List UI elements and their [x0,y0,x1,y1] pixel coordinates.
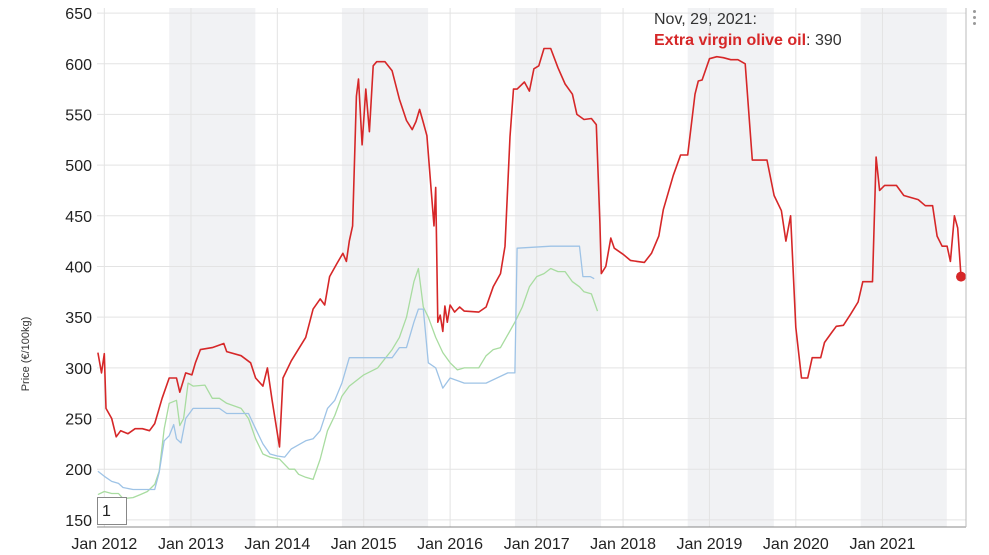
y-axis-label: Price (€/100kg) [20,317,32,392]
y-tick-label-150: 150 [65,513,92,530]
shaded-band-0 [169,8,256,527]
y-tick-label-550: 550 [65,107,92,124]
y-tick-label-400: 400 [65,259,92,276]
series-line-extra-virgin-olive-oil [97,47,962,448]
shaded-bands [169,8,947,527]
series-group [97,47,967,500]
y-tick-label-650: 650 [65,6,92,23]
y-tick-label-450: 450 [65,209,92,226]
tooltip-series-name: Extra virgin olive oil [654,32,806,49]
grid [97,8,966,527]
y-tick-label-200: 200 [65,462,92,479]
x-tick-label-0: Jan 2012 [71,536,137,553]
tooltip-value: : 390 [806,32,842,49]
x-tick-label-9: Jan 2021 [850,536,916,553]
x-tick-label-5: Jan 2017 [504,536,570,553]
page-counter[interactable]: 1 [97,497,127,525]
x-tick-label-6: Jan 2018 [590,536,656,553]
axes: 150 200 250 300 350 400 450 500 550 600 650 Jan 201… [65,6,967,553]
x-tick-label-8: Jan 2020 [763,536,829,553]
x-tick-label-4: Jan 2016 [417,536,483,553]
shaded-band-3 [687,8,774,527]
menu-dots-icon[interactable] [973,10,977,28]
series-line-lampante-olive-oil [97,267,599,500]
shaded-band-4 [860,8,947,527]
y-tick-label-600: 600 [65,57,92,74]
y-tick-label-350: 350 [65,310,92,327]
shaded-band-1 [341,8,429,527]
y-tick-label-300: 300 [65,361,92,378]
y-tick-label-500: 500 [65,158,92,175]
tooltip-series-line: Extra virgin olive oil: 390 [654,32,842,49]
x-tick-label-1: Jan 2013 [158,536,224,553]
highlight-point [956,271,967,282]
y-tick-label-250: 250 [65,412,92,429]
series-line-virgin-olive-oil [97,245,595,491]
x-tick-label-3: Jan 2015 [331,536,397,553]
tooltip: Nov, 29, 2021: Extra virgin olive oil: 3… [654,11,842,49]
x-tick-label-7: Jan 2019 [677,536,743,553]
x-tick-label-2: Jan 2014 [244,536,310,553]
shaded-band-2 [514,8,602,527]
tooltip-date: Nov, 29, 2021: [654,11,757,28]
